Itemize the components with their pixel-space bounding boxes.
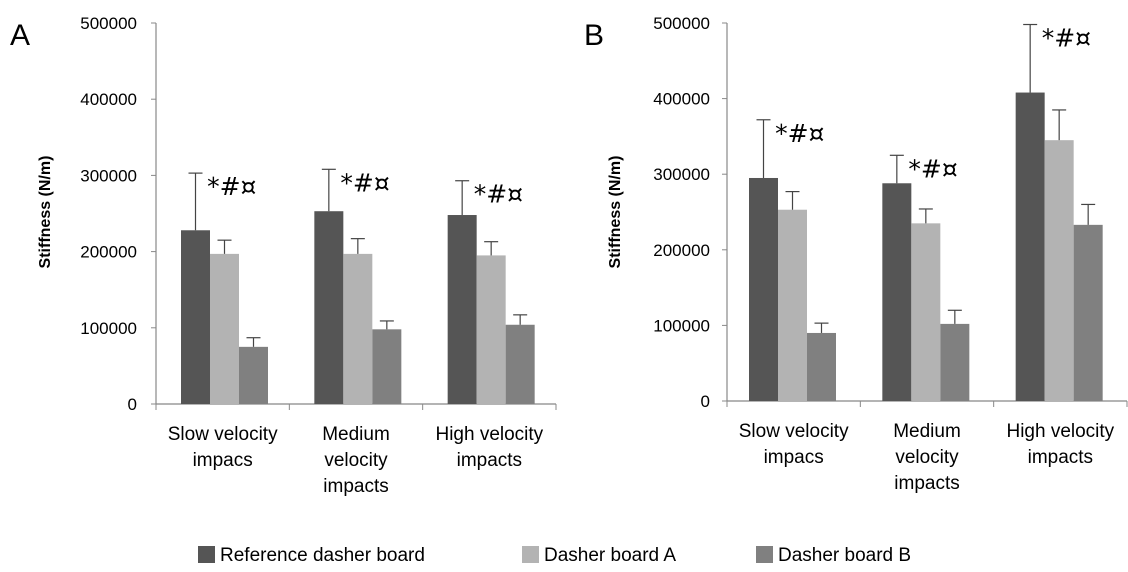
legend-label-reference: Reference dasher board — [220, 545, 425, 566]
category-label-a-cat1: impacts — [323, 476, 388, 497]
y-axis-title-a: Stiffness (N/m) — [37, 156, 54, 269]
significance-annotation-b-cat0: *#¤ — [775, 119, 824, 148]
legend-label-board-a: Dasher board A — [544, 545, 676, 566]
bar-a-series2-cat1 — [372, 329, 402, 404]
panel-label-a: A — [10, 19, 30, 52]
category-label-b-cat1: impacts — [894, 473, 959, 494]
significance-annotation-a-cat2: *#¤ — [474, 180, 523, 209]
bar-b-series2-cat1 — [940, 323, 970, 401]
panel-a-chart: A Stiffness (N/m) 0 100000 200000 300000 400… — [10, 14, 557, 497]
y-tick-label-b: 0 — [701, 392, 710, 411]
category-label-a-cat2: High velocity — [435, 424, 543, 445]
legend-swatch-board-b — [756, 546, 773, 563]
category-label-b-cat0: Slow velocity — [739, 421, 849, 442]
y-tick-label-a: 400000 — [80, 90, 137, 109]
bar-a-series1-cat2 — [476, 255, 506, 404]
bar-b-series2-cat2 — [1073, 224, 1103, 401]
category-label-a-cat1: velocity — [324, 450, 388, 471]
category-label-b-cat2: impacts — [1028, 447, 1093, 468]
significance-annotation-a-cat0: *#¤ — [207, 172, 256, 201]
bar-b-series0-cat0 — [749, 177, 778, 401]
category-label-a-cat2: impacts — [457, 450, 522, 471]
bar-a-series1-cat0 — [210, 253, 239, 404]
category-label-a-cat1: Medium — [322, 424, 390, 445]
y-axis-title-b: Stiffness (N/m) — [607, 156, 624, 269]
bar-b-series0-cat1 — [882, 183, 912, 401]
significance-annotation-b-cat1: *#¤ — [908, 154, 957, 183]
legend-swatch-reference — [198, 546, 215, 563]
y-tick-label-a: 500000 — [80, 14, 137, 33]
y-tick-label-a: 300000 — [80, 166, 137, 185]
bar-a-series1-cat1 — [343, 253, 373, 404]
y-tick-label-a: 0 — [128, 395, 137, 414]
bar-b-series2-cat0 — [807, 332, 836, 401]
y-tick-label-b: 500000 — [653, 14, 710, 33]
category-label-b-cat2: High velocity — [1006, 421, 1114, 442]
bar-a-series2-cat0 — [239, 346, 268, 404]
bar-a-series0-cat2 — [447, 215, 477, 404]
y-tick-label-a: 200000 — [80, 243, 137, 262]
category-label-b-cat1: velocity — [895, 447, 959, 468]
legend: Reference dasher board Dasher board A Da… — [198, 545, 911, 566]
bar-a-series2-cat2 — [505, 324, 535, 404]
bar-a-series0-cat0 — [181, 230, 210, 404]
y-tick-label-b: 100000 — [653, 316, 710, 335]
bar-b-series1-cat0 — [778, 209, 807, 401]
legend-label-board-b: Dasher board B — [778, 545, 911, 566]
category-label-b-cat1: Medium — [893, 421, 961, 442]
y-tick-label-b: 300000 — [653, 165, 710, 184]
significance-annotation-b-cat2: *#¤ — [1042, 24, 1091, 53]
y-tick-label-b: 200000 — [653, 241, 710, 260]
legend-swatch-board-a — [522, 546, 539, 563]
category-label-a-cat0: impacs — [193, 450, 253, 471]
y-tick-label-b: 400000 — [653, 90, 710, 109]
bar-b-series1-cat2 — [1044, 140, 1074, 401]
panel-label-b: B — [584, 19, 604, 52]
bar-b-series1-cat1 — [911, 223, 941, 401]
bar-a-series0-cat1 — [314, 211, 344, 404]
panel-b-chart: B Stiffness (N/m) 0 100000 200000 300000 400… — [584, 14, 1128, 494]
significance-annotation-a-cat1: *#¤ — [340, 168, 389, 197]
y-tick-label-a: 100000 — [80, 319, 137, 338]
bar-b-series0-cat2 — [1015, 92, 1045, 401]
category-label-b-cat0: impacs — [764, 447, 824, 468]
category-label-a-cat0: Slow velocity — [168, 424, 278, 445]
